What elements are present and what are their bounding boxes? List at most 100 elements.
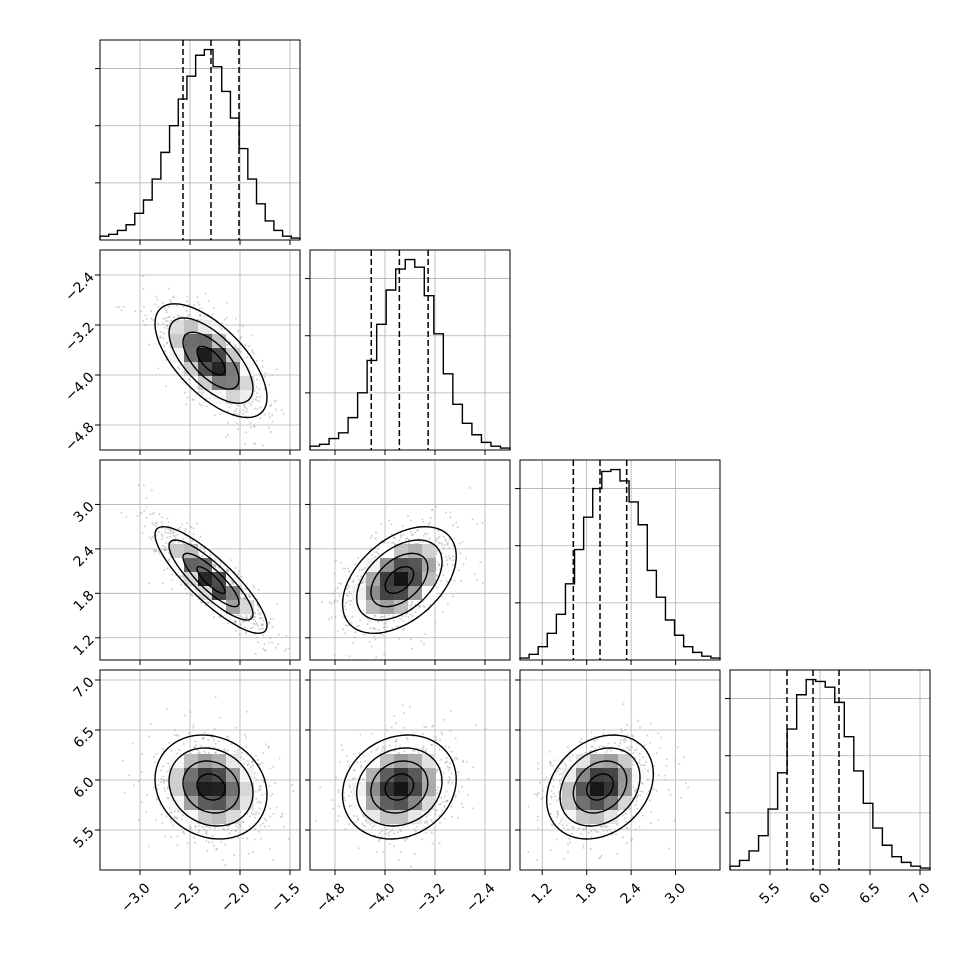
sample-point bbox=[246, 710, 249, 713]
histogram-4 bbox=[729, 678, 931, 870]
sample-point bbox=[362, 778, 365, 781]
sample-point bbox=[358, 578, 361, 581]
sample-point bbox=[348, 585, 351, 588]
sample-point bbox=[215, 848, 218, 851]
sample-point bbox=[235, 345, 237, 348]
density-cell bbox=[170, 768, 184, 782]
sample-point bbox=[142, 287, 145, 290]
sample-point bbox=[443, 817, 446, 820]
density-cell bbox=[366, 600, 380, 614]
sample-point bbox=[333, 601, 336, 604]
sample-point bbox=[396, 625, 399, 627]
sample-point bbox=[140, 512, 143, 515]
sample-point bbox=[199, 315, 202, 318]
sample-point bbox=[219, 413, 222, 416]
sample-point bbox=[182, 538, 184, 541]
sample-point bbox=[346, 587, 349, 590]
sample-point bbox=[565, 765, 568, 768]
sample-point bbox=[149, 723, 152, 725]
density-cell bbox=[422, 768, 436, 782]
sample-point bbox=[227, 824, 230, 827]
contour-3-1-4 bbox=[154, 525, 268, 635]
sample-point bbox=[395, 738, 398, 741]
sample-point bbox=[425, 750, 428, 753]
sample-point bbox=[255, 811, 258, 814]
sample-point bbox=[212, 564, 215, 567]
sample-point bbox=[200, 404, 203, 407]
sample-point bbox=[199, 391, 202, 394]
sample-point bbox=[151, 318, 154, 321]
sample-point bbox=[245, 588, 248, 591]
sample-point bbox=[168, 812, 171, 815]
sample-point bbox=[601, 825, 604, 828]
sample-point bbox=[398, 637, 401, 640]
sample-point bbox=[198, 303, 201, 306]
sample-point bbox=[184, 587, 187, 590]
sample-point bbox=[381, 750, 384, 753]
sample-point bbox=[410, 531, 412, 534]
sample-point bbox=[156, 298, 159, 301]
sample-point bbox=[177, 809, 180, 812]
sample-point bbox=[160, 533, 163, 536]
sample-point bbox=[281, 812, 284, 815]
sample-point bbox=[140, 771, 143, 774]
sample-point bbox=[242, 620, 245, 623]
sample-point bbox=[343, 796, 346, 799]
sample-point bbox=[331, 799, 334, 802]
sample-point bbox=[253, 616, 256, 619]
sample-point bbox=[204, 292, 207, 295]
sample-point bbox=[197, 824, 200, 827]
sample-point bbox=[349, 804, 352, 807]
sample-point bbox=[328, 618, 331, 621]
sample-point bbox=[165, 311, 168, 314]
sample-point bbox=[360, 764, 363, 767]
sample-point bbox=[285, 635, 288, 638]
sample-point bbox=[423, 809, 426, 812]
sample-point bbox=[336, 630, 339, 633]
sample-point bbox=[222, 827, 225, 830]
sample-point bbox=[160, 521, 163, 524]
sample-point bbox=[251, 349, 254, 352]
sample-point bbox=[435, 739, 438, 742]
sample-point bbox=[439, 803, 442, 806]
sample-point bbox=[163, 306, 166, 309]
sample-point bbox=[151, 535, 154, 538]
panel-frame-4-2 bbox=[309, 669, 511, 871]
sample-point bbox=[121, 759, 124, 762]
sample-point bbox=[157, 305, 160, 308]
sample-point bbox=[378, 838, 381, 841]
sample-point bbox=[377, 552, 380, 555]
sample-point bbox=[175, 733, 178, 736]
sample-point bbox=[437, 529, 440, 532]
sample-point bbox=[197, 831, 200, 833]
sample-point bbox=[164, 531, 167, 534]
sample-point bbox=[332, 807, 334, 810]
density-cell bbox=[366, 782, 380, 796]
sample-point bbox=[368, 641, 371, 643]
sample-point bbox=[173, 316, 175, 319]
sample-point bbox=[370, 750, 373, 753]
sample-point bbox=[352, 890, 354, 892]
density-cell bbox=[408, 796, 422, 810]
sample-point bbox=[239, 825, 242, 828]
sample-point bbox=[440, 595, 443, 598]
contour-4-1-1 bbox=[196, 773, 226, 801]
sample-point bbox=[226, 301, 228, 304]
density-cell bbox=[212, 572, 226, 586]
sample-point bbox=[165, 549, 168, 551]
sample-point bbox=[631, 838, 633, 841]
sample-point bbox=[484, 728, 487, 731]
sample-point bbox=[639, 726, 642, 729]
sample-point bbox=[202, 828, 205, 831]
sample-point bbox=[231, 581, 234, 584]
sample-point bbox=[351, 580, 354, 583]
density-cell bbox=[226, 754, 240, 768]
contour-3-1-3 bbox=[168, 539, 254, 621]
sample-point bbox=[251, 760, 254, 763]
sample-point bbox=[254, 652, 257, 655]
sample-point bbox=[202, 391, 205, 393]
sample-point bbox=[170, 300, 173, 303]
sample-point bbox=[344, 632, 346, 635]
sample-point bbox=[157, 784, 160, 786]
contour-3-2-1 bbox=[384, 566, 415, 594]
